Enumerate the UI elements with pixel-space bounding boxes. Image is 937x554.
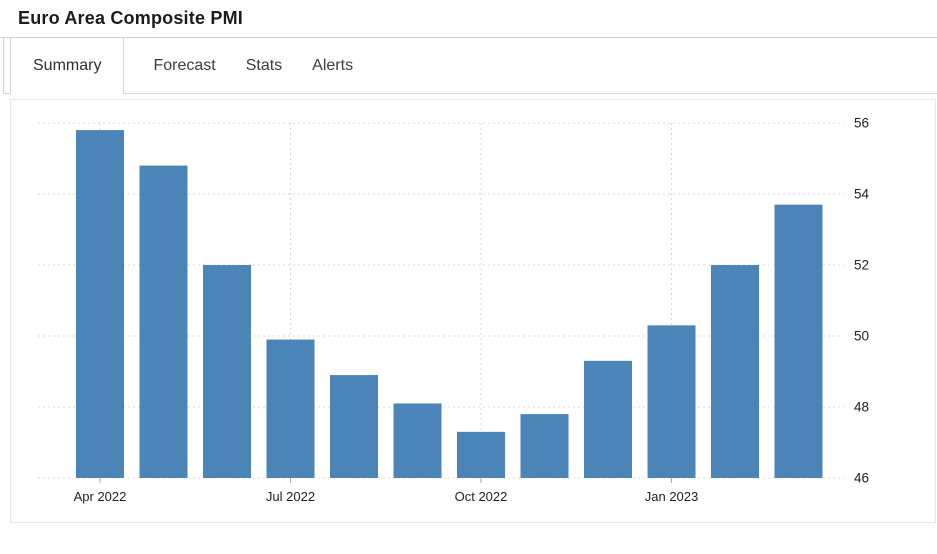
pmi-bar[interactable] bbox=[647, 325, 696, 478]
tab-alerts[interactable]: Alerts bbox=[297, 38, 368, 93]
x-axis-label: Apr 2022 bbox=[74, 489, 127, 504]
pmi-bar[interactable] bbox=[76, 130, 124, 478]
tab-stats[interactable]: Stats bbox=[231, 38, 297, 93]
pmi-bar[interactable] bbox=[330, 375, 378, 478]
x-axis-label: Jul 2022 bbox=[266, 489, 315, 504]
x-axis-label: Jan 2023 bbox=[645, 489, 699, 504]
y-axis-label: 52 bbox=[854, 258, 869, 273]
chart-card: 46 48 50 52 54 56 Apr 2022 Jul 2022 Oct 2022 Jan … bbox=[10, 99, 936, 523]
pmi-bar[interactable] bbox=[139, 165, 188, 478]
y-axis-label: 56 bbox=[854, 116, 869, 131]
y-axis-label: 50 bbox=[854, 329, 869, 344]
tab-alerts-label: Alerts bbox=[312, 56, 354, 74]
pmi-bar[interactable] bbox=[457, 431, 505, 478]
pmi-bar[interactable] bbox=[584, 360, 632, 478]
tab-bar: Summary Forecast Stats Alerts bbox=[3, 38, 937, 94]
pmi-bar[interactable] bbox=[393, 403, 442, 478]
pmi-bar-chart[interactable]: 46 48 50 52 54 56 Apr 2022 Jul 2022 Oct 2022 Jan … bbox=[11, 100, 935, 522]
pmi-bar[interactable] bbox=[266, 339, 315, 478]
title-bar: Euro Area Composite PMI bbox=[0, 0, 937, 38]
tab-stats-label: Stats bbox=[245, 56, 283, 74]
pmi-bar[interactable] bbox=[711, 265, 759, 478]
page-title: Euro Area Composite PMI bbox=[18, 8, 243, 28]
x-axis-label: Oct 2022 bbox=[455, 489, 508, 504]
y-axis-label: 54 bbox=[854, 187, 870, 202]
pmi-bar[interactable] bbox=[774, 204, 823, 478]
y-axis-label: 48 bbox=[854, 400, 869, 415]
tab-forecast-label: Forecast bbox=[153, 56, 216, 74]
tab-summary-label: Summary bbox=[33, 57, 102, 74]
tab-summary[interactable]: Summary bbox=[10, 38, 125, 94]
y-axis-label: 46 bbox=[854, 471, 869, 486]
tab-forecast[interactable]: Forecast bbox=[138, 38, 230, 93]
pmi-bar[interactable] bbox=[203, 265, 251, 478]
pmi-bar[interactable] bbox=[520, 414, 569, 478]
